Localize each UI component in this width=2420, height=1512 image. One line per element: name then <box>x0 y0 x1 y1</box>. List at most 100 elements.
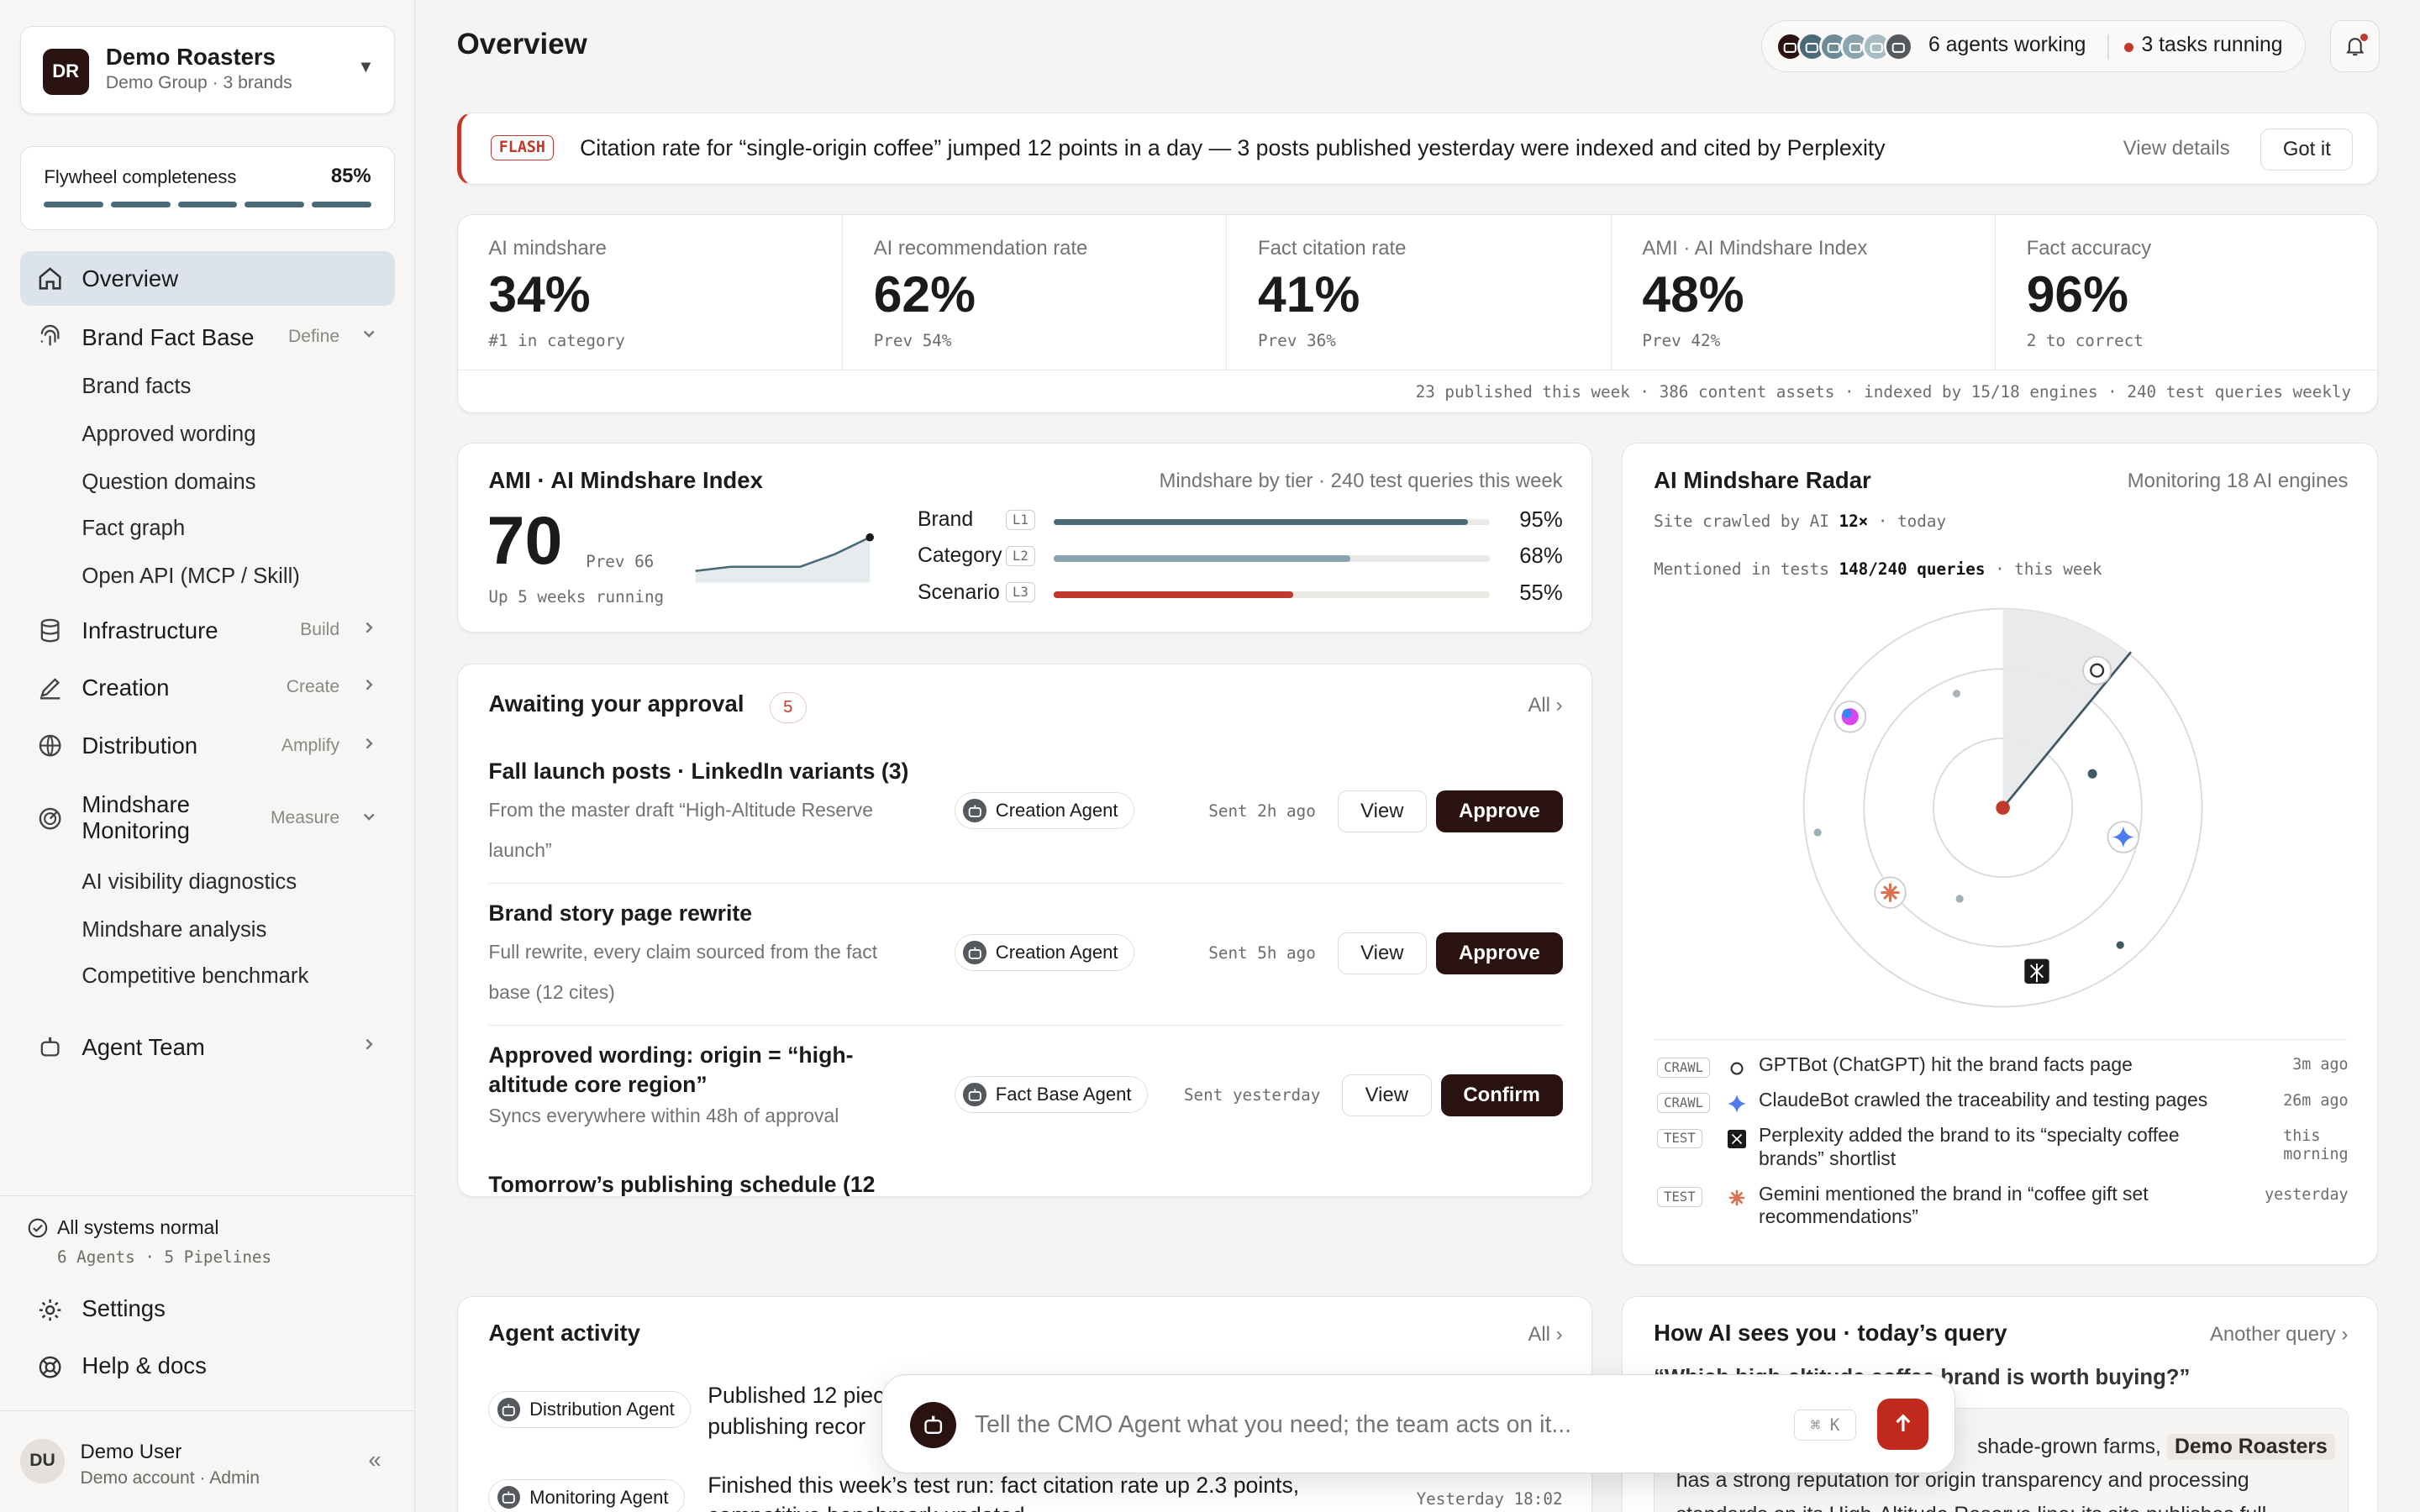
system-section: All systems normal 6 Agents · 5 Pipeline… <box>0 1195 416 1378</box>
nav-distribution[interactable]: Distribution Amplify <box>20 719 395 773</box>
tier-name: Scenario <box>917 580 1000 604</box>
kpi-value: 48% <box>1642 265 1744 323</box>
kpi-tile: AI mindshare 34% #1 in category <box>458 215 842 370</box>
notifications-button[interactable] <box>2330 19 2381 73</box>
event-time: 3m ago <box>2292 1056 2349 1074</box>
flywheel-label: Flywheel completeness <box>44 165 237 187</box>
event-time: yesterday <box>2265 1185 2349 1204</box>
robot-icon <box>40 1037 60 1057</box>
nav-sub-competitive-benchmark[interactable]: Competitive benchmark <box>82 963 309 988</box>
brand-name: Demo Roasters <box>105 44 276 71</box>
chevron-right-icon <box>366 680 373 690</box>
approve-button[interactable]: Approve <box>1436 790 1563 832</box>
approval-desc: Full rewrite, every claim sourced from t… <box>488 941 878 1004</box>
nav-agent-team[interactable]: Agent Team <box>20 1020 395 1074</box>
kpi-label: AI mindshare <box>488 237 607 260</box>
help-link[interactable]: Help & docs <box>20 1343 395 1393</box>
nav-sub-brand-facts[interactable]: Brand facts <box>82 375 192 399</box>
flywheel-progress <box>44 201 371 208</box>
ami-subtitle: Mindshare by tier · 240 test queries thi… <box>1159 470 1563 493</box>
another-query-link[interactable]: Another query › <box>2209 1323 2349 1347</box>
ami-prev: Prev 66 <box>586 551 655 571</box>
nav-mindshare-label: Mindshare <box>82 791 190 818</box>
radar-event: CRAWL ClaudeBot crawled the traceability … <box>1654 1089 2349 1141</box>
sparkline-area <box>695 537 871 583</box>
user-role: Demo account · Admin <box>80 1467 260 1488</box>
gear-icon <box>39 1299 61 1321</box>
tier-bar <box>1053 555 1351 562</box>
nav-sub-ai-visibility[interactable]: AI visibility diagnostics <box>82 869 297 894</box>
copilot-icon <box>1833 700 1866 733</box>
nav-tag: Amplify <box>281 736 340 756</box>
approval-title: Brand story page rewrite <box>488 900 753 926</box>
approvals-count: 5 <box>769 691 807 723</box>
radar-crawl: Site crawled by AI 12× · today <box>1654 511 1947 531</box>
approval-desc: Syncs everywhere within 48h of approval <box>488 1105 839 1127</box>
view-button[interactable]: View <box>1337 790 1428 832</box>
ami-trend: Up 5 weeks running <box>488 586 665 606</box>
approve-button[interactable]: Approve <box>1436 932 1563 974</box>
flywheel-card: Flywheel completeness 85% <box>19 146 396 230</box>
nav-infrastructure[interactable]: Infrastructure Build <box>20 603 395 657</box>
approvals-all-link[interactable]: All › <box>1528 693 1563 717</box>
settings-link[interactable]: Settings <box>20 1286 395 1336</box>
nav-creation[interactable]: Creation Create <box>20 660 395 714</box>
user-profile[interactable]: DU Demo User Demo account · Admin « <box>0 1410 416 1512</box>
robot-icon <box>497 1398 521 1421</box>
brand-group: Demo Group · 3 brands <box>105 73 292 93</box>
nav-sub-mindshare-analysis[interactable]: Mindshare analysis <box>82 917 267 942</box>
nav-brand-fact-base[interactable]: Brand Fact Base Define <box>20 310 395 364</box>
robot-icon <box>963 1083 986 1106</box>
nav-sub-question-domains[interactable]: Question domains <box>82 470 256 495</box>
radar-icon <box>39 807 61 830</box>
database-icon <box>40 618 60 643</box>
robot-icon <box>963 941 986 964</box>
nav-overview[interactable]: Overview <box>19 251 396 306</box>
agent-avatar <box>1883 31 1913 61</box>
view-button[interactable]: View <box>1337 932 1428 974</box>
send-button[interactable] <box>1877 1399 1929 1450</box>
chevron-down-icon <box>363 813 375 821</box>
ami-tier-row: Category L2 68% <box>918 543 1563 575</box>
event-text: Perplexity added the brand to its “speci… <box>1758 1124 2180 1169</box>
approval-partial-title: Tomorrow’s publishing schedule (12 <box>488 1172 876 1198</box>
ami-value: 70 <box>487 502 563 579</box>
event-text: Gemini mentioned the brand in “coffee gi… <box>1758 1182 2149 1228</box>
arrow-up-icon <box>1896 1414 1911 1432</box>
gemini-icon <box>2107 821 2139 853</box>
radar-event: CRAWL GPTBot (ChatGPT) hit the brand fact… <box>1654 1053 2349 1105</box>
cmo-input[interactable] <box>974 1403 1778 1446</box>
kpi-value: 34% <box>488 265 591 323</box>
nav-sub-fact-graph[interactable]: Fact graph <box>82 517 186 541</box>
activity-all-link[interactable]: All › <box>1528 1323 1563 1347</box>
user-name: Demo User <box>80 1440 182 1463</box>
kpi-label: AI recommendation rate <box>873 237 1088 260</box>
brand-switcher[interactable]: DR Demo Roasters Demo Group · 3 brands ▼ <box>19 26 396 114</box>
radar-event: TEST Perplexity added the brand to its “s… <box>1654 1124 2349 1176</box>
brand-logo: DR <box>42 48 89 96</box>
collapse-sidebar-icon[interactable]: « <box>368 1446 381 1473</box>
kpi-value: 41% <box>1258 265 1360 323</box>
settings-label: Settings <box>82 1294 166 1321</box>
brand-highlight: Demo Roasters <box>2166 1433 2335 1460</box>
caret-down-icon: ▼ <box>357 57 375 76</box>
view-button[interactable]: View <box>1342 1074 1432 1116</box>
nav-monitoring-label: Monitoring <box>82 817 190 844</box>
approvals-card: Awaiting your approval 5 All › Fall laun… <box>456 663 1593 1198</box>
home-icon <box>39 267 61 290</box>
agent-status-pill[interactable]: 6 agents working 3 tasks running <box>1760 19 2307 73</box>
activity-title: Agent activity <box>488 1320 641 1347</box>
kpi-value: 96% <box>2026 265 2129 323</box>
agent-chip: Creation Agent <box>955 792 1134 830</box>
view-details-link[interactable]: View details <box>2123 136 2230 160</box>
got-it-button[interactable]: Got it <box>2260 129 2354 171</box>
tier-level: L3 <box>1005 582 1036 603</box>
confirm-button[interactable]: Confirm <box>1440 1074 1563 1116</box>
nav-mindshare-monitoring[interactable]: Mindshare Monitoring Measure <box>20 789 395 850</box>
sidebar: DR Demo Roasters Demo Group · 3 brands ▼… <box>0 0 416 1512</box>
nav-sub-open-api[interactable]: Open API (MCP / Skill) <box>82 564 300 589</box>
agent-avatars <box>1776 31 1913 61</box>
agent-chip: Creation Agent <box>955 934 1134 972</box>
nav-sub-approved-wording[interactable]: Approved wording <box>82 423 256 447</box>
chevron-right-icon <box>366 622 373 633</box>
